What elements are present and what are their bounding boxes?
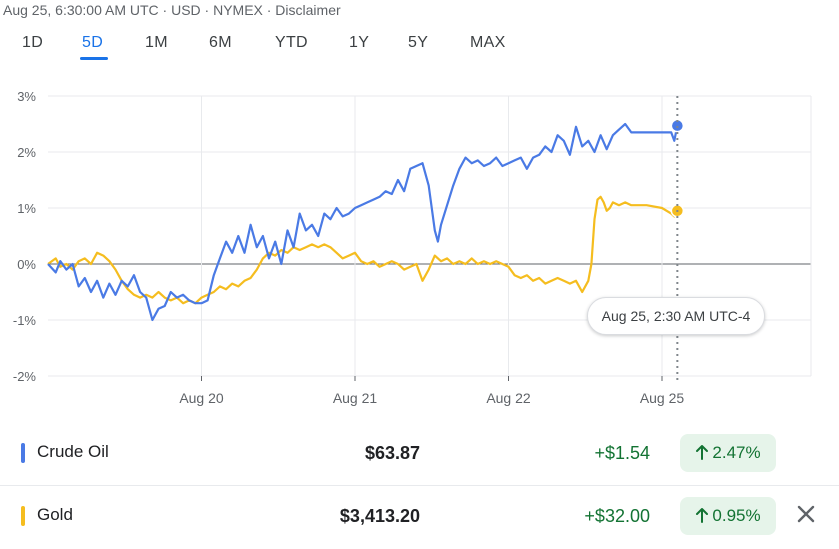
quote-percent-badge: 0.95% bbox=[680, 497, 776, 535]
range-tabs: 1D 5D 1M 6M YTD 1Y 5Y MAX bbox=[0, 34, 839, 64]
quote-percent-badge: 2.47% bbox=[680, 434, 776, 472]
quote-row-gold[interactable]: Gold $3,413.20 +$32.00 0.95% bbox=[0, 485, 839, 546]
y-tick-label: 1% bbox=[17, 201, 36, 216]
active-tab-indicator bbox=[80, 57, 108, 60]
quote-change: +$1.54 bbox=[594, 443, 650, 463]
x-tick-label: Aug 25 bbox=[640, 390, 685, 406]
series-color-swatch bbox=[21, 443, 25, 463]
x-tick-label: Aug 21 bbox=[333, 390, 378, 406]
quote-change: +$32.00 bbox=[584, 506, 650, 526]
arrow-up-icon bbox=[696, 508, 709, 523]
series-endpoint-crude-oil bbox=[670, 118, 685, 133]
quote-row-crude-oil[interactable]: Crude Oil $63.87 +$1.54 2.47% bbox=[0, 423, 839, 483]
quote-name: Crude Oil bbox=[37, 442, 109, 461]
y-tick-label: 3% bbox=[17, 89, 36, 104]
y-tick-label: -1% bbox=[13, 313, 37, 328]
x-tick-label: Aug 22 bbox=[486, 390, 531, 406]
arrow-up-icon bbox=[696, 445, 709, 460]
series-color-swatch bbox=[21, 506, 25, 526]
y-tick-label: 2% bbox=[17, 145, 36, 160]
tab-5y[interactable]: 5Y bbox=[408, 34, 429, 51]
chart-meta-line: Aug 25, 6:30:00 AM UTC · USD · NYMEX · D… bbox=[3, 2, 341, 18]
series-line-crude-oil bbox=[47, 122, 679, 322]
tab-6m[interactable]: 6M bbox=[209, 34, 232, 51]
tab-1d[interactable]: 1D bbox=[22, 34, 44, 51]
tab-max[interactable]: MAX bbox=[470, 34, 506, 51]
quote-percent: 0.95% bbox=[712, 506, 761, 525]
quote-name: Gold bbox=[37, 505, 73, 524]
series-line-gold bbox=[47, 195, 679, 305]
quote-price: $63.87 bbox=[364, 443, 420, 463]
tab-5d[interactable]: 5D bbox=[82, 34, 104, 51]
hover-tooltip: Aug 25, 2:30 AM UTC-4 bbox=[587, 297, 765, 335]
y-tick-label: 0% bbox=[17, 257, 36, 272]
y-tick-label: -2% bbox=[13, 369, 37, 384]
tab-1m[interactable]: 1M bbox=[145, 34, 168, 51]
quote-price: $3,413.20 bbox=[339, 506, 420, 526]
price-chart[interactable]: 3% 2% 1% 0% -1% -2% Aug 20 Aug 21 Aug 22 Aug 25 bbox=[0, 80, 839, 410]
close-icon[interactable] bbox=[793, 501, 819, 527]
x-tick-label: Aug 20 bbox=[179, 390, 224, 406]
tab-1y[interactable]: 1Y bbox=[349, 34, 370, 51]
tab-ytd[interactable]: YTD bbox=[275, 34, 308, 51]
quote-percent: 2.47% bbox=[712, 443, 761, 462]
